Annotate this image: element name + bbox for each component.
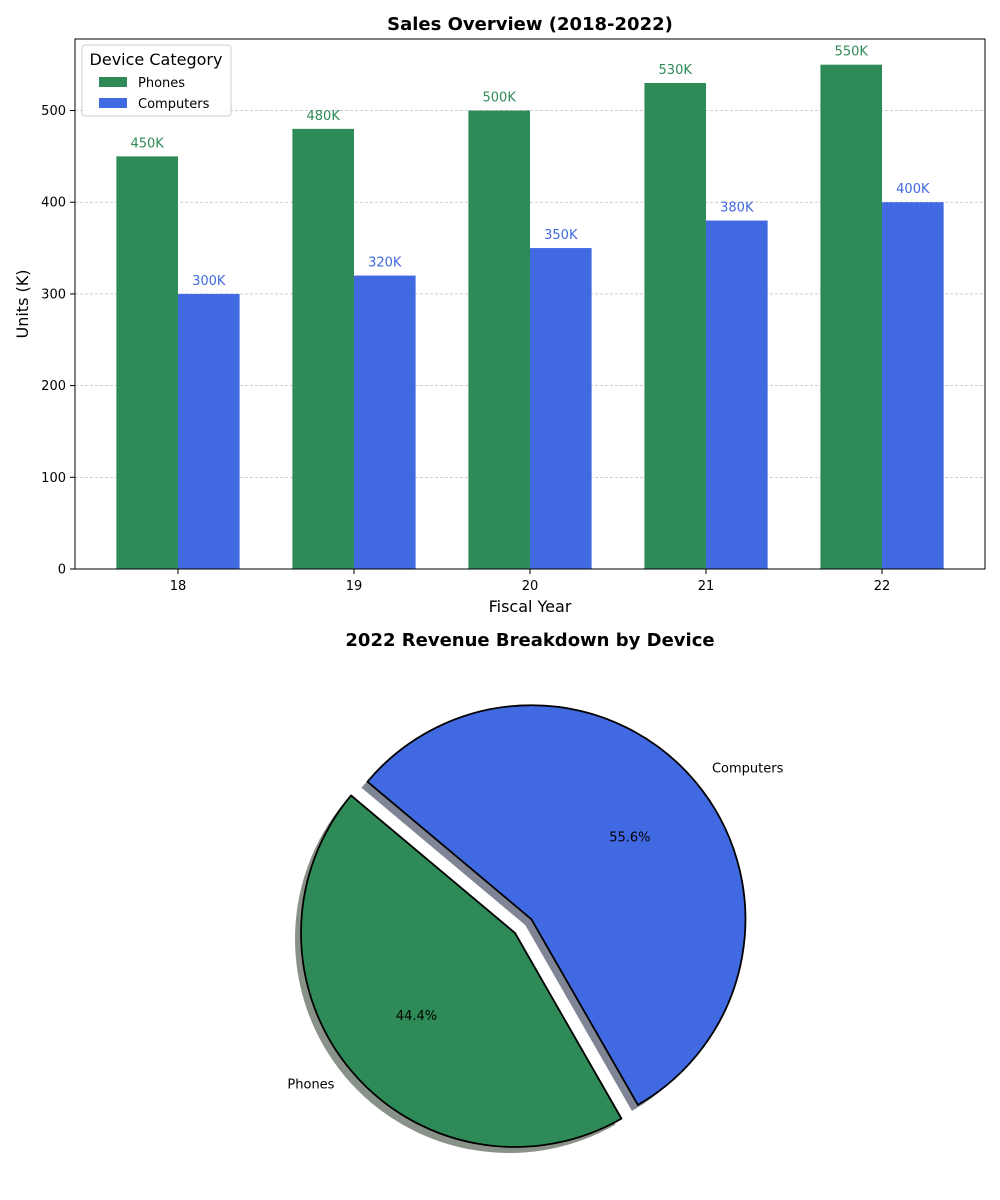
bar-value-label: 530K bbox=[659, 63, 693, 78]
pie-pct-label-phones: 44.4% bbox=[396, 1009, 437, 1024]
x-tick-label: 22 bbox=[874, 579, 891, 594]
bar-phones-18 bbox=[116, 156, 178, 569]
bar-computers-19 bbox=[353, 275, 416, 569]
bar-computers-21 bbox=[706, 220, 768, 569]
pie-labels: 44.4% Phones 55.6% Computers bbox=[287, 762, 783, 1093]
bar-bars bbox=[116, 64, 944, 570]
x-tick-label: 18 bbox=[170, 579, 187, 594]
legend-swatch-phones bbox=[99, 77, 127, 87]
bar-x-axis: 18 19 20 21 22 bbox=[170, 569, 891, 594]
bar-x-axis-label: Fiscal Year bbox=[489, 597, 572, 616]
legend-label-computers: Computers bbox=[138, 97, 210, 112]
legend-label-phones: Phones bbox=[138, 76, 185, 91]
pie-chart: 2022 Revenue Breakdown by Device 44.4% Ph… bbox=[287, 630, 784, 1153]
bar-value-labels: 450K 480K 500K 530K 550K 300K 320K 350K 380K 400K bbox=[130, 45, 929, 289]
bar-value-label: 500K bbox=[483, 91, 517, 106]
pie-chart-title: 2022 Revenue Breakdown by Device bbox=[345, 630, 714, 651]
bar-computers-18 bbox=[177, 293, 240, 569]
bar-chart: Sales Overview (2018-2022) 450K 480K 500K 5… bbox=[13, 14, 986, 616]
bar-value-label: 320K bbox=[368, 256, 402, 271]
y-tick-label: 500 bbox=[41, 104, 66, 119]
pie-slice-label-phones: Phones bbox=[287, 1078, 334, 1093]
pie-pct-label-computers: 55.6% bbox=[609, 830, 650, 845]
bar-value-label: 550K bbox=[835, 45, 869, 60]
bar-value-label: 350K bbox=[544, 228, 578, 243]
pie-slices bbox=[300, 704, 747, 1148]
bar-value-label: 480K bbox=[307, 109, 341, 124]
bar-legend: Device Category Phones Computers bbox=[81, 44, 232, 117]
pie-slice-phones bbox=[300, 794, 623, 1148]
pie-slice-computers bbox=[366, 704, 747, 1106]
bar-computers-22 bbox=[882, 202, 944, 569]
bar-phones-22 bbox=[820, 64, 883, 569]
bar-value-label: 400K bbox=[896, 182, 930, 197]
bar-y-axis: 0 100 200 300 400 500 bbox=[41, 104, 75, 578]
bar-phones-20 bbox=[468, 110, 530, 569]
bar-value-label: 300K bbox=[192, 274, 226, 289]
y-tick-label: 0 bbox=[58, 563, 66, 578]
x-tick-label: 19 bbox=[346, 579, 363, 594]
x-tick-label: 21 bbox=[698, 579, 715, 594]
legend-title: Device Category bbox=[90, 50, 223, 69]
pie-slice-label-computers: Computers bbox=[712, 762, 784, 777]
y-tick-label: 200 bbox=[41, 379, 66, 394]
y-tick-label: 400 bbox=[41, 196, 66, 211]
x-tick-label: 20 bbox=[522, 579, 539, 594]
bar-y-axis-label: Units (K) bbox=[13, 270, 32, 339]
bar-phones-21 bbox=[644, 83, 707, 569]
bar-phones-19 bbox=[292, 128, 354, 570]
legend-swatch-computers bbox=[99, 98, 127, 108]
bar-computers-20 bbox=[530, 248, 592, 570]
bar-chart-title: Sales Overview (2018-2022) bbox=[387, 14, 673, 35]
y-tick-label: 300 bbox=[41, 287, 66, 302]
y-tick-label: 100 bbox=[41, 471, 66, 486]
bar-value-label: 380K bbox=[720, 201, 754, 216]
bar-value-label: 450K bbox=[130, 136, 164, 151]
